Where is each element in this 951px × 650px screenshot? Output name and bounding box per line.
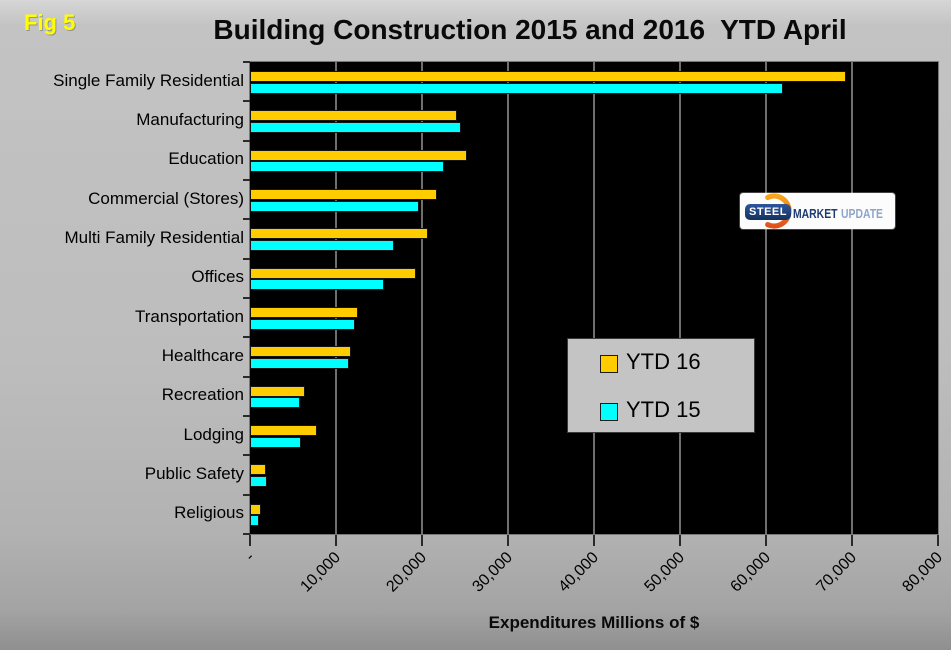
bar-ytd-15-healthcare [250,357,349,369]
y-axis-tick [243,415,250,417]
y-axis-tick [243,100,250,102]
category-label: Transportation [135,306,244,326]
y-axis-tick [243,376,250,378]
bar-ytd-15-recreation [250,397,300,409]
bar-ytd-15-offices [250,279,385,291]
legend-swatch-icon [600,403,618,421]
bar-ytd-16-education [250,149,467,161]
category-label: Commercial (Stores) [88,188,244,208]
bar-ytd-15-education [250,161,445,173]
gridline [593,62,595,534]
y-axis-tick [243,61,250,63]
steel-market-update-logo: STEEL MARKET UPDATE [740,193,895,229]
bar-ytd-16-religious [250,503,261,515]
bar-ytd-16-recreation [250,385,306,397]
category-label: Healthcare [161,346,244,365]
category-label: Multi Family Residential [64,228,245,247]
bar-ytd-16-transportation [250,307,358,318]
bar-ytd-15-multi-family-residential [250,239,394,251]
y-axis-tick [243,297,250,299]
x-axis-label: - [242,549,259,565]
category-label: Recreation [161,385,244,405]
x-axis-tick [507,535,509,546]
legend-label: YTD 15 [626,397,701,422]
bar-ytd-15-religious [250,515,260,527]
bar-ytd-15-lodging [250,436,301,448]
legend-label: YTD 16 [626,349,701,374]
gridline [421,62,423,534]
x-axis-tick [765,535,767,546]
y-axis-tick [243,494,250,496]
bar-ytd-15-single-family-residential [250,82,784,94]
y-axis-tick [243,179,250,181]
gridline [765,62,767,534]
x-axis-title: Expenditures Millions of $ [488,613,700,632]
plot-area [249,61,939,535]
category-label: Education [168,149,244,169]
x-axis-tick [851,535,853,546]
y-axis-tick [243,336,250,338]
y-axis-tick [243,533,250,535]
category-label: Single Family Residential [53,70,244,90]
category-label: Lodging [183,424,244,444]
y-axis-tick [243,140,250,142]
y-axis-tick [243,258,250,260]
bar-ytd-16-offices [250,267,416,279]
logo-steel-pill: STEEL [745,204,791,220]
bar-ytd-15-manufacturing [250,121,461,133]
bar-ytd-16-public-safety [250,464,267,476]
gridline [679,62,681,534]
figure-label: Fig 5 [24,10,76,35]
bar-ytd-16-healthcare [250,346,352,358]
x-axis-tick [249,535,251,546]
logo-market-text: MARKET [793,206,838,221]
x-axis-tick [679,535,681,546]
gridline [507,62,509,534]
x-axis-tick [937,535,939,546]
x-axis-tick [421,535,423,546]
category-label: Manufacturing [136,110,244,129]
chart-title: Building Construction 2015 and 2016 YTD … [213,14,847,45]
bar-ytd-16-multi-family-residential [250,228,429,240]
bar-ytd-15-commercial-stores- [250,200,419,212]
x-axis-tick [335,535,337,546]
bar-ytd-16-commercial-stores- [250,189,437,200]
gridline [335,62,337,534]
gridline [851,62,853,534]
category-label: Offices [191,267,244,287]
y-axis-tick [243,454,250,456]
bar-ytd-16-manufacturing [250,110,458,122]
y-axis-tick [243,218,250,220]
bar-ytd-15-transportation [250,318,355,330]
legend: YTD 16 YTD 15 [567,338,755,433]
x-axis-tick [593,535,595,546]
legend-swatch-icon [600,355,618,373]
bar-ytd-16-lodging [250,425,318,436]
category-label: Religious [174,503,244,523]
bar-ytd-16-single-family-residential [250,71,846,82]
logo-update-text: UPDATE [841,206,883,221]
bar-ytd-15-public-safety [250,475,268,487]
category-label: Public Safety [144,464,244,483]
